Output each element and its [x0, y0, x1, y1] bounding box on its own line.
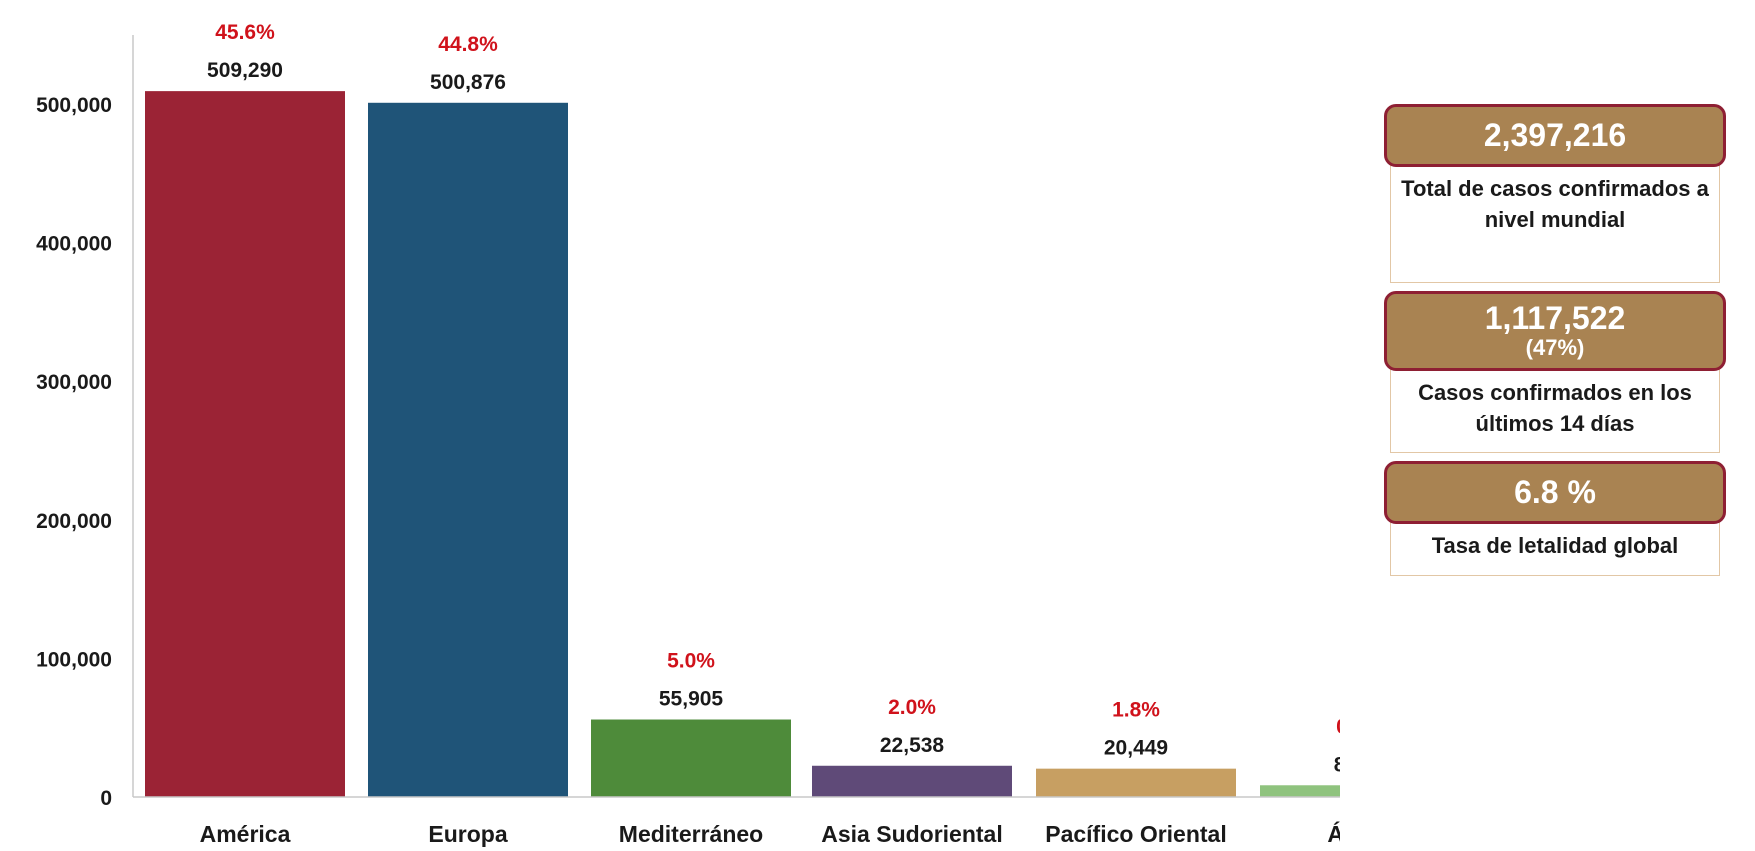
summary-panel: 2,397,216 Total de casos confirmados a n… [1384, 104, 1726, 584]
y-tick-label: 100,000 [36, 648, 112, 671]
y-tick-label: 0 [100, 787, 112, 810]
bar-percent-label: 0.8% [1336, 715, 1340, 738]
bar-value-label: 8,464 [1334, 753, 1340, 776]
y-axis: 0 100,000 200,000 300,000 400,000 500,000 [36, 35, 134, 810]
bar-5 [1260, 785, 1340, 797]
bar-percent-label: 2.0% [888, 696, 936, 719]
bar-chart: 0 100,000 200,000 300,000 400,000 500,000 509… [36, 21, 1340, 847]
recent-cases-caption: Casos confirmados en los últimos 14 días [1390, 367, 1720, 453]
y-tick-label: 400,000 [36, 233, 112, 256]
bar-0 [145, 91, 345, 797]
x-category-label: África [1327, 820, 1340, 847]
total-cases-value: 2,397,216 [1483, 117, 1627, 153]
recent-cases-percent: (47%) [1525, 335, 1585, 360]
bar-1 [368, 102, 568, 797]
x-category-label: América [200, 821, 291, 847]
lethality-caption: Tasa de letalidad global [1390, 520, 1720, 576]
total-cases-block: 2,397,216 Total de casos confirmados a n… [1384, 104, 1726, 283]
bar-value-label: 22,538 [880, 734, 945, 757]
recent-cases-block: 1,117,522 (47%) Casos confirmados en los… [1384, 291, 1726, 453]
y-tick-label: 300,000 [36, 371, 112, 394]
x-axis: América Europa Mediterráneo Asia Sudorienta… [133, 796, 1340, 847]
bar-percent-label: 45.6% [215, 21, 275, 44]
total-cases-pill: 2,397,216 [1384, 104, 1726, 167]
lethality-value: 6.8 % [1514, 474, 1596, 510]
bars: 509,290 45.6% 500,876 44.8% 55,905 5.0% 22,538… [145, 21, 1340, 797]
total-cases-caption: Total de casos confirmados a nivel mundi… [1390, 163, 1720, 283]
lethality-pill: 6.8 % [1384, 461, 1726, 524]
bar-value-label: 20,449 [1104, 737, 1168, 760]
bar-value-label: 500,876 [430, 71, 506, 94]
x-category-label: Europa [428, 821, 507, 847]
bar-2 [591, 719, 791, 797]
recent-cases-pill: 1,117,522 (47%) [1384, 291, 1726, 371]
bar-percent-label: 1.8% [1112, 699, 1160, 722]
lethality-block: 6.8 % Tasa de letalidad global [1384, 461, 1726, 576]
bar-percent-label: 44.8% [438, 33, 498, 56]
y-tick-label: 200,000 [36, 510, 112, 533]
x-category-label: Mediterráneo [619, 821, 763, 847]
y-tick-label: 500,000 [36, 94, 112, 117]
bar-percent-label: 5.0% [667, 650, 715, 673]
x-category-label: Pacífico Oriental [1045, 821, 1227, 847]
bar-4 [1036, 768, 1236, 797]
x-category-label: Asia Sudoriental [821, 821, 1002, 847]
bar-3 [812, 765, 1012, 797]
bar-value-label: 509,290 [207, 59, 283, 82]
recent-cases-value: 1,117,522 [1484, 300, 1626, 336]
bar-value-label: 55,905 [659, 688, 724, 711]
